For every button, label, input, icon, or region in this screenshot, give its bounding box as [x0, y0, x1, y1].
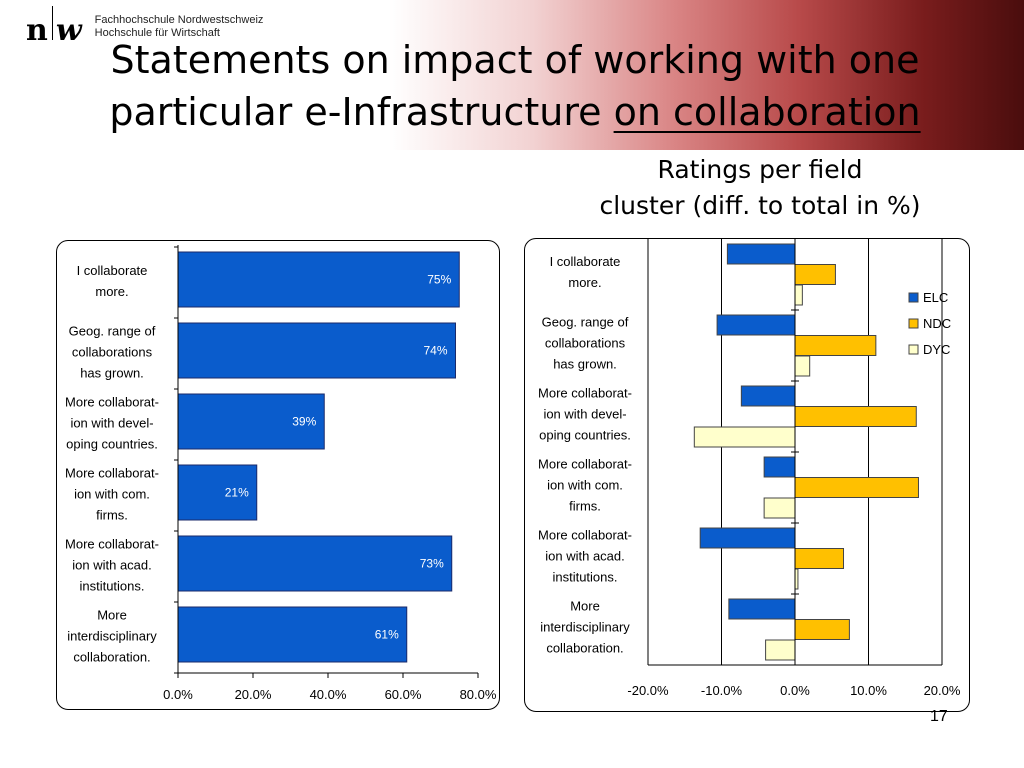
- category-label-1: I collaborate more.: [77, 263, 148, 299]
- total-chart-panel: 75% I collaborate more. 74% Geog. range of co…: [56, 240, 500, 710]
- x-tick-label-5: 20.0%: [924, 683, 961, 698]
- header-band: [0, 0, 1024, 150]
- bar-5: [177, 535, 453, 592]
- bar-dyc-2: [794, 355, 811, 377]
- bar-elc-3: [740, 385, 796, 407]
- bar-ndc-3: [794, 406, 917, 427]
- data-label-1: 75%: [427, 273, 451, 287]
- category-label-5: More collaborat-ion with acad. institutio…: [538, 528, 632, 585]
- legend-swatch-dyc: [908, 344, 919, 355]
- category-label-4: More collaborat-ion with com. firms.: [538, 457, 632, 514]
- data-label-5: 73%: [420, 557, 444, 571]
- x-tick-label-1: 0.0%: [163, 687, 193, 702]
- bar-6: [177, 606, 408, 663]
- category-label-6: More interdisciplinary collaboration.: [540, 599, 630, 656]
- data-label-3: 39%: [292, 415, 316, 429]
- bar-ndc-1: [794, 264, 836, 285]
- logo-line-1: Fachhochschule Nordwestschweiz: [94, 14, 264, 26]
- logo-text: Fachhochschule Nordwestschweiz Hochschul…: [95, 14, 264, 40]
- data-label-6: 61%: [375, 628, 399, 642]
- bar-elc-6: [728, 598, 796, 620]
- page-number: 17: [930, 708, 948, 725]
- legend-swatch-ndc: [908, 318, 919, 329]
- bar-elc-2: [716, 314, 796, 336]
- x-tick-label-2: -10.0%: [701, 683, 743, 698]
- category-label-3: More collaborat-ion with devel-oping cou…: [65, 395, 159, 452]
- bar-dyc-3: [693, 426, 796, 448]
- x-tick-label-3: 0.0%: [780, 683, 810, 698]
- data-label-2: 74%: [423, 344, 447, 358]
- subtitle-line-2: cluster (diff. to total in %): [599, 191, 921, 220]
- bar-1: [177, 251, 460, 308]
- data-label-4: 21%: [225, 486, 249, 500]
- category-label-2: Geog. range of collaborations has grown.: [542, 315, 629, 372]
- chart-subtitle: Ratings per field cluster (diff. to tota…: [560, 152, 960, 224]
- bar-dyc-1: [794, 284, 803, 306]
- category-label-3: More collaborat-ion with devel-oping cou…: [538, 386, 632, 443]
- x-tick-label-1: -20.0%: [627, 683, 669, 698]
- bar-dyc-6: [765, 639, 796, 661]
- category-label-1: I collaborate more.: [550, 254, 621, 290]
- title-line-2: particular e-Infrastructure: [109, 90, 614, 134]
- legend-swatch-elc: [908, 292, 919, 303]
- bar-elc-4: [763, 456, 796, 478]
- bar-elc-5: [699, 527, 796, 549]
- category-label-6: More interdisciplinary collaboration.: [67, 608, 157, 665]
- legend-label-elc: ELC: [923, 290, 948, 305]
- x-tick-label-2: 20.0%: [235, 687, 272, 702]
- legend-label-dyc: DYC: [923, 342, 950, 357]
- subtitle-line-1: Ratings per field: [657, 155, 863, 184]
- bar-4: [177, 464, 258, 521]
- total-ratings-chart: 75% I collaborate more. 74% Geog. range of co…: [65, 245, 497, 702]
- category-label-5: More collaborat-ion with acad. institutio…: [65, 537, 159, 594]
- cluster-diff-chart: -20.0% -10.0% 0.0% 10.0% 20.0% I collaborate m…: [538, 239, 961, 698]
- x-tick-label-4: 10.0%: [850, 683, 887, 698]
- legend-label-ndc: NDC: [923, 316, 951, 331]
- x-tick-label-5: 80.0%: [460, 687, 497, 702]
- cluster-chart-panel: -20.0% -10.0% 0.0% 10.0% 20.0% I collaborate m…: [524, 238, 970, 712]
- bar-elc-1: [726, 243, 796, 265]
- category-label-2: Geog. range of collaborations has grown.: [69, 324, 156, 381]
- bar-3: [177, 393, 325, 450]
- title-line-1: Statements on impact of working with one: [110, 38, 920, 82]
- category-label-4: More collaborat-ion with com. firms.: [65, 466, 159, 523]
- x-tick-label-3: 40.0%: [310, 687, 347, 702]
- bar-ndc-4: [794, 477, 919, 498]
- bar-dyc-4: [763, 497, 796, 519]
- bar-ndc-6: [794, 619, 850, 640]
- x-tick-label-4: 60.0%: [385, 687, 422, 702]
- bar-2: [177, 322, 456, 379]
- title-line-2-underlined: on collaboration: [613, 90, 921, 134]
- slide-title: Statements on impact of working with one…: [20, 34, 1010, 138]
- logo-line-2: Hochschule für Wirtschaft: [94, 27, 220, 39]
- bar-ndc-5: [794, 548, 845, 569]
- bar-ndc-2: [794, 335, 877, 356]
